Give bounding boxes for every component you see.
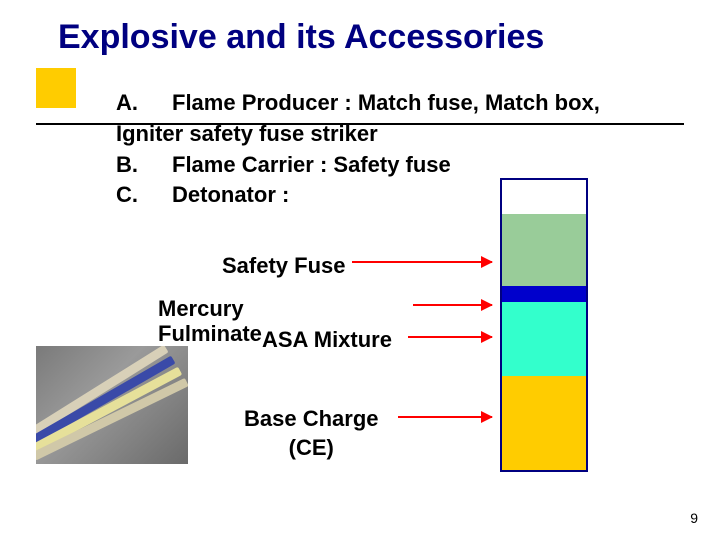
label-asa-mixture: ASA Mixture [262,327,392,353]
accent-square [36,68,76,108]
label-base-line2: (CE) [244,434,379,463]
list-text: Flame Producer : Match fuse, Match box, [172,88,636,119]
diagram-segment-base-charge [502,376,586,470]
diagram-segment-top-empty [502,180,586,214]
label-mercury-line1: Mercury [158,296,262,321]
page-number: 9 [690,510,698,526]
diagram-segment-mercury-band [502,286,586,302]
arrow-base [398,416,492,418]
arrow-safety-fuse [352,261,492,263]
list-item-b: B. Flame Carrier : Safety fuse [116,150,636,181]
list-letter: C. [116,180,172,211]
diagram-segment-asa-mixture [502,302,586,376]
label-base-charge: Base Charge (CE) [244,405,379,462]
label-base-line1: Base Charge [244,405,379,434]
label-mercury-fulminate: Mercury Fulminate [158,296,262,347]
label-safety-fuse: Safety Fuse [222,253,346,279]
arrow-asa [408,336,492,338]
list-letter: A. [116,88,172,119]
list-text: Flame Carrier : Safety fuse [172,150,636,181]
detonator-diagram [500,178,588,472]
page-title: Explosive and its Accessories [58,18,544,57]
list-item-a-cont: Igniter safety fuse striker [116,119,636,150]
list-item-a: A. Flame Producer : Match fuse, Match bo… [116,88,636,119]
fuse-photo [36,346,188,464]
list-letter: B. [116,150,172,181]
label-mercury-line2: Fulminate [158,321,262,346]
arrow-mercury [413,304,492,306]
diagram-segment-safety-fuse [502,214,586,286]
